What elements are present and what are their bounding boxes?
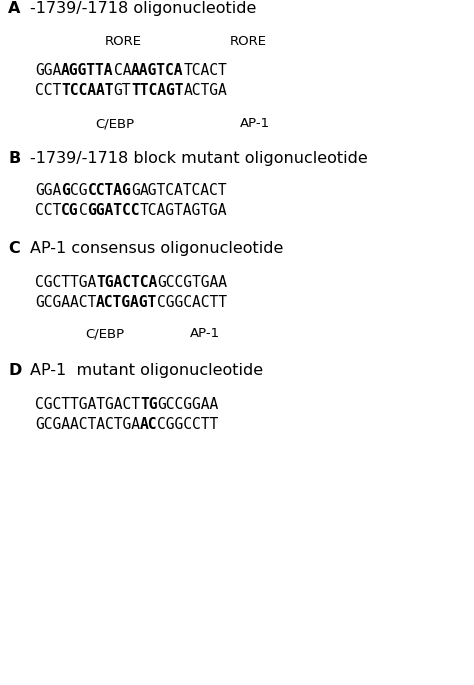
- Text: TCCAAT: TCCAAT: [61, 83, 114, 98]
- Text: -1739/-1718 block mutant oligonucleotide: -1739/-1718 block mutant oligonucleotide: [30, 151, 368, 166]
- Text: TG: TG: [140, 397, 157, 412]
- Text: CCT: CCT: [35, 83, 61, 98]
- Text: AC: AC: [140, 417, 157, 432]
- Text: ACTGAGT: ACTGAGT: [96, 295, 157, 310]
- Text: AP-1: AP-1: [190, 327, 220, 340]
- Text: -1739/-1718 oligonucleotide: -1739/-1718 oligonucleotide: [30, 1, 256, 16]
- Text: A: A: [8, 1, 20, 16]
- Text: TGACTCA: TGACTCA: [96, 275, 157, 290]
- Text: CG: CG: [70, 183, 88, 198]
- Text: AGTCATCACT: AGTCATCACT: [140, 183, 228, 198]
- Text: GGATCC: GGATCC: [88, 203, 140, 218]
- Text: CCT: CCT: [35, 203, 61, 218]
- Text: CGGCCTT: CGGCCTT: [157, 417, 219, 432]
- Text: RORE: RORE: [105, 35, 142, 48]
- Text: C/EBP: C/EBP: [95, 117, 134, 130]
- Text: TCAGTAGTGA: TCAGTAGTGA: [140, 203, 228, 218]
- Text: GCCGTGAA: GCCGTGAA: [157, 275, 228, 290]
- Text: CGCTTGATGACT: CGCTTGATGACT: [35, 397, 140, 412]
- Text: TCACT: TCACT: [184, 63, 228, 78]
- Text: ACTGA: ACTGA: [184, 83, 228, 98]
- Text: GCGAACT: GCGAACT: [35, 295, 96, 310]
- Text: GT: GT: [114, 83, 131, 98]
- Text: GCGAACTACTGA: GCGAACTACTGA: [35, 417, 140, 432]
- Text: AAGTCA: AAGTCA: [131, 63, 184, 78]
- Text: AP-1: AP-1: [240, 117, 270, 130]
- Text: GGA: GGA: [35, 183, 61, 198]
- Text: RORE: RORE: [230, 35, 267, 48]
- Text: CA: CA: [114, 63, 131, 78]
- Text: AP-1 consensus oligonucleotide: AP-1 consensus oligonucleotide: [30, 241, 283, 256]
- Text: AGGTTA: AGGTTA: [61, 63, 114, 78]
- Text: CGGCACTT: CGGCACTT: [157, 295, 228, 310]
- Text: D: D: [8, 363, 21, 378]
- Text: GGA: GGA: [35, 63, 61, 78]
- Text: B: B: [8, 151, 20, 166]
- Text: AP-1  mutant oligonucleotide: AP-1 mutant oligonucleotide: [30, 363, 263, 378]
- Text: GCCGGAA: GCCGGAA: [157, 397, 219, 412]
- Text: TTCAGT: TTCAGT: [131, 83, 184, 98]
- Text: C: C: [79, 203, 88, 218]
- Text: G: G: [61, 183, 70, 198]
- Text: G: G: [131, 183, 140, 198]
- Text: CGCTTGA: CGCTTGA: [35, 275, 96, 290]
- Text: C: C: [8, 241, 20, 256]
- Text: CG: CG: [61, 203, 79, 218]
- Text: CCTAG: CCTAG: [88, 183, 131, 198]
- Text: C/EBP: C/EBP: [85, 327, 124, 340]
